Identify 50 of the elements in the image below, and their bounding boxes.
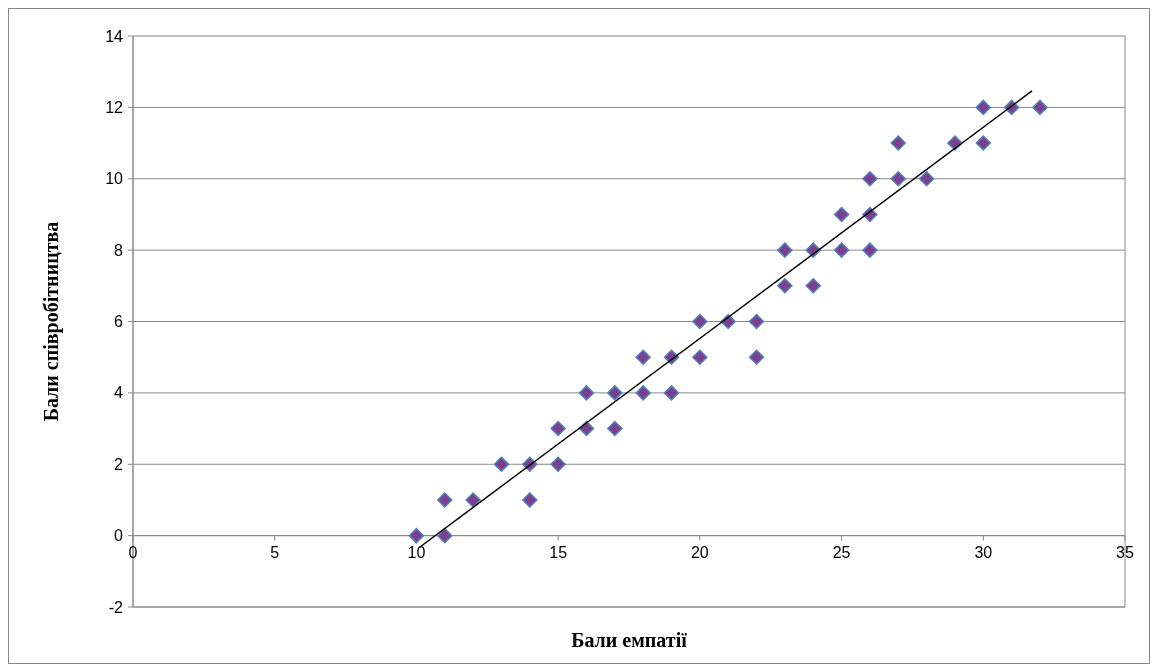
point <box>635 349 651 365</box>
y-axis-title: Бали співробітництва <box>40 221 63 422</box>
y-tick-label: 14 <box>105 27 124 45</box>
y-tick-label: 12 <box>105 98 124 116</box>
point <box>607 385 623 401</box>
point <box>437 492 453 508</box>
x-tick-label: 10 <box>407 543 426 561</box>
x-tick-label: 15 <box>549 543 568 561</box>
x-tick-label: 0 <box>128 543 138 561</box>
point <box>408 527 425 544</box>
point <box>437 527 453 544</box>
point <box>607 420 623 437</box>
point <box>777 278 793 294</box>
x-axis-title: Бали емпатії <box>571 629 688 651</box>
point <box>862 242 878 258</box>
point <box>975 135 992 151</box>
point <box>805 278 821 294</box>
y-tick-label: 6 <box>114 313 124 331</box>
y-tick-label: 8 <box>114 241 124 259</box>
point <box>833 206 850 223</box>
y-tick-label: 0 <box>114 527 124 545</box>
point <box>890 135 907 151</box>
point <box>918 171 935 187</box>
point <box>692 313 708 330</box>
point <box>748 349 765 365</box>
point <box>692 349 708 365</box>
point <box>748 313 765 330</box>
point <box>550 420 566 437</box>
point <box>862 171 878 187</box>
y-tick-label: 2 <box>114 455 124 473</box>
point <box>465 492 481 508</box>
point <box>777 242 793 258</box>
y-tick-label: 4 <box>114 384 124 402</box>
point <box>578 385 595 401</box>
point <box>1032 99 1048 116</box>
y-tick-label: 10 <box>105 170 124 188</box>
point <box>975 99 992 116</box>
point <box>550 456 566 472</box>
point <box>493 456 510 472</box>
x-tick-label: 25 <box>832 543 851 561</box>
point <box>635 385 651 401</box>
x-tick-label: 5 <box>270 543 280 561</box>
x-tick-label: 30 <box>974 543 993 561</box>
x-tick-label: 20 <box>690 543 709 561</box>
point <box>833 242 850 258</box>
point <box>663 385 680 401</box>
point <box>890 171 907 187</box>
y-tick-label: -2 <box>108 598 124 616</box>
point <box>522 492 538 508</box>
x-tick-label: 35 <box>1116 543 1134 561</box>
